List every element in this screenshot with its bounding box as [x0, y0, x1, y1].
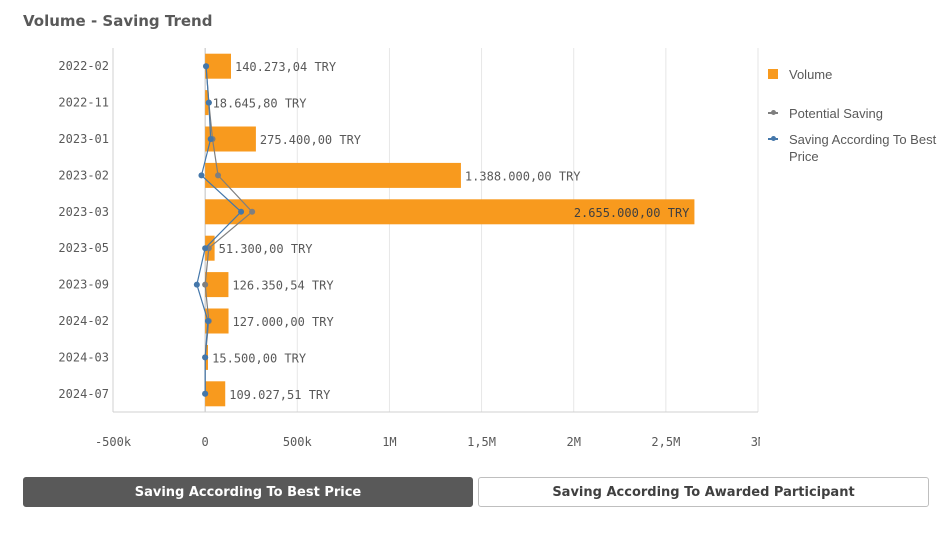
- legend-item-best-price[interactable]: Saving According To Best Price: [768, 131, 938, 165]
- volume-bar: [205, 162, 461, 188]
- best-price-saving-point: [202, 390, 209, 397]
- volume-data-label: 1.388.000,00 TRY: [465, 169, 581, 183]
- volume-bar: [205, 381, 226, 407]
- volume-bar: [205, 308, 229, 334]
- volume-data-label: 51.300,00 TRY: [219, 242, 314, 256]
- x-tick-label: 1,5M: [467, 435, 496, 449]
- best-price-saving-point: [203, 63, 210, 70]
- chart-legend: Volume Potential Saving Saving According…: [768, 66, 938, 187]
- x-tick-label: 1M: [382, 435, 396, 449]
- best-price-saving-point: [202, 354, 209, 361]
- volume-data-label: 15.500,00 TRY: [212, 351, 307, 365]
- y-category-label: 2022-02: [58, 59, 109, 73]
- potential-saving-line: [204, 66, 254, 394]
- y-category-label: 2023-05: [58, 241, 109, 255]
- volume-data-label: 18.645,80 TRY: [213, 97, 308, 111]
- potential-saving-point: [215, 172, 222, 179]
- legend-item-potential-saving[interactable]: Potential Saving: [768, 105, 938, 122]
- best-price-line-icon: [768, 133, 778, 145]
- best-price-saving-point: [238, 208, 245, 215]
- y-category-label: 2024-03: [58, 350, 109, 364]
- volume-data-label: 109.027,51 TRY: [229, 388, 331, 402]
- best-price-saving-point: [198, 172, 205, 179]
- volume-data-label: 2.655.000,00 TRY: [574, 206, 690, 220]
- legend-label-volume: Volume: [789, 67, 833, 82]
- potential-saving-line-icon: [768, 107, 778, 119]
- volume-data-label: 140.273,04 TRY: [235, 60, 337, 74]
- y-category-label: 2023-03: [58, 205, 109, 219]
- x-tick-label: 2M: [566, 435, 580, 449]
- potential-saving-point: [202, 281, 209, 288]
- y-category-label: 2023-02: [58, 168, 109, 182]
- x-tick-label: 0: [202, 435, 209, 449]
- y-category-label: 2023-09: [58, 278, 109, 292]
- best-price-saving-point: [205, 99, 212, 106]
- y-category-label: 2024-02: [58, 314, 109, 328]
- best-price-saving-point: [193, 281, 200, 288]
- saving-best-price-button[interactable]: Saving According To Best Price: [23, 477, 473, 507]
- best-price-saving-point: [207, 136, 214, 142]
- volume-data-label: 275.400,00 TRY: [260, 133, 362, 147]
- y-category-label: 2023-01: [58, 132, 109, 146]
- y-category-label: 2022-11: [58, 96, 109, 110]
- volume-bar: [205, 53, 231, 79]
- legend-label-potential-saving: Potential Saving: [789, 106, 883, 121]
- best-price-saving-line: [196, 66, 242, 394]
- x-tick-label: 2,5M: [651, 435, 680, 449]
- volume-saving-chart: -500k 0 500k 1M 1,5M 2M 2,5M 3M 2022-02 2022-11 20…: [58, 48, 760, 449]
- volume-data-label: 126.350,54 TRY: [232, 279, 334, 293]
- volume-data-label: 127.000,00 TRY: [233, 315, 335, 329]
- x-tick-label: 500k: [283, 435, 313, 449]
- volume-bar: [205, 272, 229, 298]
- y-category-label: 2024-07: [58, 387, 109, 401]
- volume-swatch-icon: [768, 69, 778, 79]
- volume-bar: [205, 199, 695, 225]
- x-tick-label: 3M: [751, 435, 760, 449]
- best-price-saving-point: [204, 318, 211, 324]
- legend-label-best-price: Saving According To Best Price: [789, 132, 937, 164]
- chart-title: Volume - Saving Trend: [23, 12, 213, 30]
- saving-awarded-participant-button[interactable]: Saving According To Awarded Participant: [478, 477, 929, 507]
- best-price-saving-point: [202, 245, 209, 252]
- potential-saving-point: [249, 208, 256, 215]
- legend-item-volume[interactable]: Volume: [768, 66, 938, 83]
- x-tick-label: -500k: [95, 435, 132, 449]
